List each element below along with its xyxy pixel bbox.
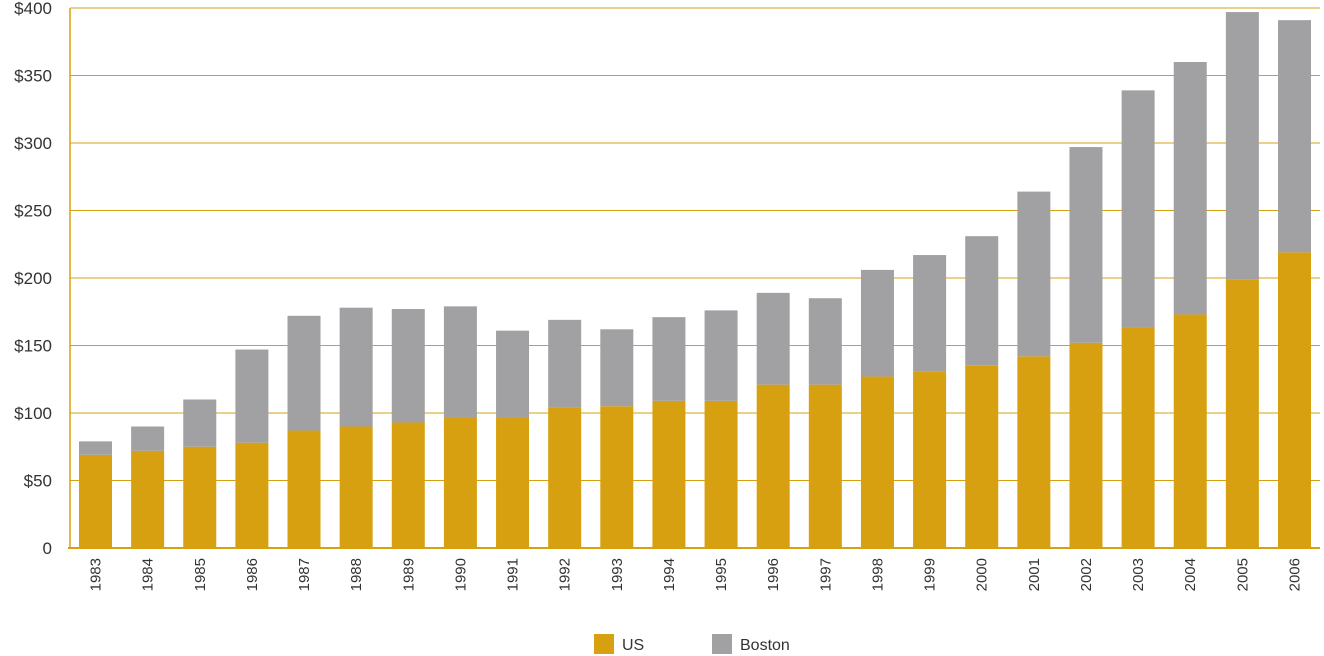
y-tick-label: $50 [24,472,52,491]
y-tick-label: $250 [14,202,52,221]
legend-label-boston: Boston [740,637,790,654]
bar-us-1995 [704,400,738,548]
legend-label-us: US [622,637,644,654]
x-tick-label: 1997 [817,558,834,591]
bar-boston-1984 [131,426,165,451]
bar-boston-1997 [808,298,842,385]
bar-us-1989 [391,422,425,548]
bar-boston-1996 [756,292,790,385]
bar-boston-1999 [913,255,947,372]
y-tick-label: $150 [14,337,52,356]
legend-swatch-boston [712,634,732,654]
bar-us-2006 [1278,252,1311,548]
bar-us-1994 [652,400,686,548]
x-tick-label: 1990 [452,558,469,591]
x-tick-label: 1998 [869,558,886,591]
bar-us-1998 [860,376,894,548]
bar-us-2004 [1173,314,1207,548]
bar-boston-1988 [339,307,373,427]
bar-us-1992 [548,407,582,548]
bar-boston-2003 [1121,90,1155,328]
y-tick-label: 0 [43,539,52,558]
x-tick-label: 1984 [140,558,157,591]
x-tick-label: 1992 [557,558,574,591]
bar-boston-1983 [79,441,112,455]
bar-boston-1987 [287,315,321,431]
grid-lines [70,7,1320,481]
x-tick-label: 1994 [661,558,678,591]
bar-boston-1998 [860,269,894,377]
bar-us-1988 [339,426,373,548]
y-tick-label: $400 [14,0,52,18]
y-tick-label: $300 [14,134,52,153]
x-tick-label: 1993 [609,558,626,591]
bar-boston-1990 [443,306,477,418]
x-tick-label: 2002 [1078,558,1095,591]
bar-us-2002 [1069,342,1103,548]
legend-swatch-us [594,634,614,654]
bar-boston-1994 [652,317,686,401]
y-tick-label: $200 [14,269,52,288]
x-axis-tick-labels: 1983 1984 1985 1986 1987 1988 1989 1990 1991 1992… [88,558,1304,591]
x-tick-label: 1985 [192,558,209,591]
bar-us-1983 [79,454,112,548]
bar-boston-1986 [235,349,269,443]
x-tick-label: 1983 [88,558,105,591]
bar-us-1997 [808,384,842,548]
x-tick-label: 1995 [713,558,730,591]
bar-us-2005 [1225,279,1259,548]
bar-boston-1985 [183,399,217,447]
x-tick-label: 1999 [922,558,939,591]
x-tick-label: 1988 [348,558,365,591]
x-tick-label: 1996 [765,558,782,591]
x-tick-label: 2005 [1234,558,1251,591]
bar-us-1985 [183,446,217,548]
x-tick-label: 1989 [400,558,417,591]
bar-us-1999 [913,371,947,548]
bar-boston-1989 [391,309,425,423]
bar-us-2000 [965,365,999,548]
y-axis-tick-labels: 0 $50 $100 $150 $200 $250 $300 $350 $400 [14,0,52,558]
bar-boston-2005 [1225,12,1259,280]
bar-boston-1991 [496,330,530,418]
bar-boston-2000 [965,236,999,366]
bar-us-1996 [756,384,790,548]
x-tick-label: 1986 [244,558,261,591]
x-tick-label: 2000 [974,558,991,591]
bar-us-1987 [287,430,321,548]
y-tick-label: $100 [14,404,52,423]
bar-boston-1992 [548,319,582,408]
bar-us-2001 [1017,356,1051,548]
bar-boston-2002 [1069,147,1103,343]
y-tick-label: $350 [14,67,52,86]
x-tick-label: 2001 [1026,558,1043,591]
x-tick-label: 1991 [505,558,522,591]
bar-boston-2001 [1017,191,1051,357]
x-tick-label: 2003 [1130,558,1147,591]
bar-us-2003 [1121,327,1155,548]
bar-boston-1993 [600,329,634,407]
axes [68,8,1320,549]
x-tick-label: 2004 [1182,558,1199,591]
bar-us-1993 [600,406,634,548]
bars [79,12,1311,548]
bar-boston-1995 [704,310,738,401]
bar-us-1986 [235,442,269,548]
x-tick-label: 2006 [1287,558,1304,591]
x-tick-label: 1987 [296,558,313,591]
bar-boston-2004 [1173,62,1207,315]
bar-us-1984 [131,450,165,548]
legend: US Boston [594,634,790,654]
bar-us-1991 [496,417,530,548]
bar-us-1990 [443,417,477,548]
bar-boston-2006 [1278,20,1311,253]
